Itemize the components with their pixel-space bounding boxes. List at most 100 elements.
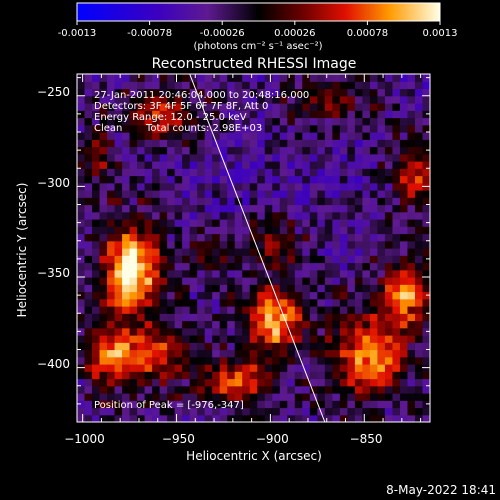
heatmap-cell: [212, 146, 221, 155]
heatmap-cell: [264, 269, 273, 278]
heatmap-cell: [77, 240, 86, 249]
heatmap-cell: [137, 407, 146, 416]
heatmap-cell: [167, 103, 176, 111]
heatmap-cell: [99, 211, 108, 220]
heatmap-cell: [197, 81, 206, 90]
heatmap-cell: [369, 342, 379, 351]
heatmap-cell: [377, 306, 386, 314]
heatmap-cell: [122, 313, 131, 322]
heatmap-cell: [264, 248, 273, 256]
heatmap-cell: [114, 349, 123, 358]
heatmap-cell: [399, 349, 409, 358]
heatmap-cell: [294, 407, 303, 416]
heatmap-cell: [392, 262, 401, 271]
heatmap-cell: [317, 175, 326, 184]
heatmap-cell: [354, 320, 363, 329]
heatmap-cell: [377, 110, 386, 119]
heatmap-cell: [197, 414, 206, 422]
heatmap-cell: [384, 407, 394, 416]
heatmap-cell: [362, 291, 371, 300]
heatmap-cell: [84, 342, 93, 351]
heatmap-cell: [339, 219, 348, 227]
heatmap-cell: [369, 248, 379, 256]
heatmap-cell: [339, 197, 348, 206]
heatmap-cell: [189, 414, 198, 422]
chart-title: Reconstructed RHESSI Image: [152, 56, 357, 72]
heatmap-cell: [377, 74, 386, 82]
heatmap-cell: [369, 349, 379, 358]
heatmap-cell: [272, 414, 281, 422]
heatmap-cell: [257, 335, 266, 343]
heatmap-cell: [219, 320, 228, 329]
heatmap-cell: [107, 349, 116, 358]
heatmap-cell: [369, 240, 379, 249]
heatmap-cell: [122, 298, 131, 307]
heatmap-cell: [309, 306, 318, 314]
heatmap-cell: [324, 327, 333, 336]
heatmap-cell: [422, 371, 430, 380]
heatmap-cell: [377, 204, 386, 213]
heatmap-cell: [294, 248, 303, 256]
heatmap-cell: [347, 103, 356, 111]
heatmap-cell: [167, 190, 176, 198]
heatmap-cell: [204, 327, 213, 336]
heatmap-cell: [249, 335, 258, 343]
annotation-total-counts: Total counts: 2.98E+03: [145, 123, 262, 134]
heatmap-cell: [137, 233, 146, 242]
heatmap-cell: [114, 219, 123, 227]
heatmap-area: [76, 73, 431, 423]
heatmap-cell: [84, 335, 93, 343]
heatmap-cell: [114, 139, 123, 148]
heatmap-cell: [107, 407, 116, 416]
heatmap-cell: [392, 313, 401, 322]
heatmap-cell: [414, 407, 424, 416]
heatmap-cell: [152, 277, 161, 285]
heatmap-cell: [339, 407, 348, 416]
heatmap-cell: [122, 74, 131, 82]
heatmap-cell: [377, 291, 386, 300]
heatmap-cell: [122, 95, 131, 104]
heatmap-cell: [167, 146, 176, 155]
heatmap-cell: [174, 139, 183, 148]
heatmap-cell: [302, 327, 311, 336]
heatmap-cell: [204, 306, 213, 314]
heatmap-cell: [347, 110, 356, 119]
heatmap-cell: [204, 211, 213, 220]
heatmap-cell: [257, 284, 266, 293]
heatmap-cell: [287, 161, 296, 169]
heatmap-cell: [137, 103, 146, 111]
heatmap-cell: [384, 240, 394, 249]
heatmap-cell: [182, 197, 191, 206]
heatmap-cell: [129, 269, 138, 278]
heatmap-cell: [107, 197, 116, 206]
heatmap-cell: [84, 414, 93, 422]
heatmap-cell: [84, 153, 93, 162]
heatmap-cell: [332, 284, 341, 293]
heatmap-cell: [414, 414, 424, 422]
heatmap-cell: [369, 226, 379, 235]
heatmap-cell: [332, 248, 341, 256]
heatmap-cell: [197, 95, 206, 104]
heatmap-cell: [204, 385, 213, 394]
heatmap-cell: [332, 233, 341, 242]
heatmap-cell: [422, 342, 430, 351]
heatmap-cell: [272, 400, 281, 409]
heatmap-cell: [197, 182, 206, 191]
heatmap-cell: [302, 153, 311, 162]
heatmap-cell: [384, 153, 394, 162]
heatmap-cell: [167, 313, 176, 322]
heatmap-cell: [287, 313, 296, 322]
heatmap-cell: [317, 356, 326, 365]
heatmap-cell: [369, 74, 379, 82]
heatmap-cell: [182, 400, 191, 409]
heatmap-cell: [114, 153, 123, 162]
heatmap-cell: [257, 88, 266, 97]
heatmap-cell: [144, 204, 153, 213]
heatmap-cell: [144, 132, 153, 140]
heatmap-cell: [137, 117, 146, 126]
heatmap-cell: [159, 88, 168, 97]
heatmap-cell: [107, 378, 116, 387]
heatmap-cell: [242, 364, 251, 372]
heatmap-cell: [309, 313, 318, 322]
heatmap-cell: [197, 342, 206, 351]
